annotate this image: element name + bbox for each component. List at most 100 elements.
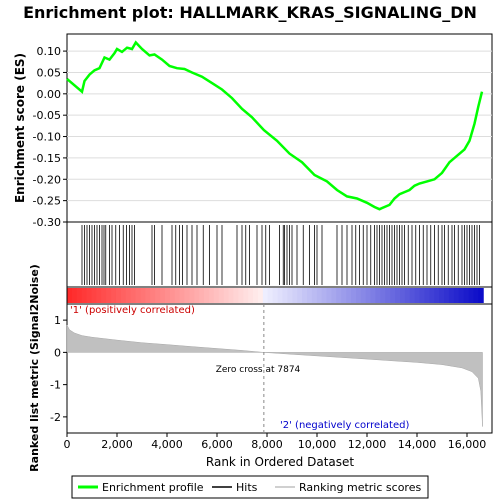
chart-title: Enrichment plot: HALLMARK_KRAS_SIGNALING… — [23, 3, 477, 22]
color-bar-segment — [400, 288, 406, 303]
color-bar-segment — [380, 288, 386, 303]
metric-y-axis-label: Ranked list metric (Signal2Noise) — [28, 264, 41, 472]
color-bar-segment — [174, 288, 181, 303]
color-bar-segment — [385, 288, 391, 303]
es-y-tick-label: -0.20 — [33, 173, 61, 186]
x-axis-label: Rank in Ordered Dataset — [206, 455, 354, 469]
color-bar-segment — [253, 288, 259, 303]
color-bar-segment — [297, 288, 303, 303]
color-bar-segment — [341, 288, 347, 303]
color-bar-segment — [76, 288, 83, 303]
color-bar-segment — [404, 288, 411, 303]
color-bar-segment — [419, 288, 425, 303]
color-bar-segment — [395, 288, 401, 303]
x-tick-label: 14,000 — [398, 438, 437, 451]
metric-y-tick-label: 1 — [54, 314, 61, 327]
color-bar-segment — [91, 288, 97, 303]
x-tick-label: 6,000 — [201, 438, 233, 451]
metric-y-tick-label: -1 — [50, 379, 61, 392]
color-bar-segment — [81, 288, 88, 303]
color-bar-segment — [316, 288, 323, 303]
color-bar-segment — [140, 288, 146, 303]
color-bar-segment — [468, 288, 474, 303]
color-bar-segment — [272, 288, 279, 303]
color-bar-segment — [189, 288, 195, 303]
zero-cross-label: Zero cross at 7874 — [216, 365, 301, 375]
color-bar-segment — [155, 288, 161, 303]
color-bar-segment — [434, 288, 440, 303]
x-tick-label: 4,000 — [151, 438, 183, 451]
es-y-tick-label: 0.00 — [37, 88, 62, 101]
legend-box — [71, 475, 429, 499]
x-tick-label: 2,000 — [101, 438, 133, 451]
color-bar-segment — [223, 288, 230, 303]
color-bar-segment — [194, 288, 200, 303]
metric-y-tick-label: 0 — [54, 346, 61, 359]
es-y-axis-label: Enrichment score (ES) — [13, 53, 27, 203]
enrichment-profile-line — [66, 40, 484, 211]
x-tick-label: 12,000 — [348, 438, 387, 451]
color-bar-segment — [365, 288, 372, 303]
color-bar-segment — [473, 288, 479, 303]
color-bar-segment — [424, 288, 430, 303]
es-y-tick-label: 0.10 — [37, 45, 62, 58]
color-bar-segment — [111, 288, 117, 303]
positive-correlation-label: '1' (positively correlated) — [70, 305, 195, 316]
ranking-metric-area — [66, 324, 483, 427]
color-bar-segment — [355, 288, 362, 303]
color-bar-segment — [160, 288, 166, 303]
color-bar-segment — [370, 288, 377, 303]
color-bar-segment — [360, 288, 367, 303]
color-bar-segment — [336, 288, 342, 303]
color-bar-segment — [130, 288, 137, 303]
x-tick-label: 10,000 — [298, 438, 337, 451]
color-bar-segment — [238, 288, 244, 303]
color-bar-segment — [115, 288, 122, 303]
color-bar-segment — [150, 288, 156, 303]
color-bar-segment — [101, 288, 107, 303]
es-y-axis: 0.10 0.05 0.00 -0.05 -0.10 -0.15 -0.20 -0.25 -0.… — [33, 45, 67, 229]
color-bar-segment — [243, 288, 249, 303]
color-bar-segment — [448, 288, 455, 303]
color-bar-segment — [257, 288, 264, 303]
color-bar-segment — [463, 288, 470, 303]
legend-metric-label: Ranking metric scores — [299, 481, 421, 494]
color-bar-segment — [248, 288, 254, 303]
x-tick-label: 0 — [64, 438, 71, 451]
color-bar-segment — [209, 288, 215, 303]
color-bar-segment — [71, 288, 78, 303]
color-bar-segment — [409, 288, 416, 303]
color-bar-segment — [439, 288, 445, 303]
color-bar-segment — [375, 288, 381, 303]
color-bar-segment — [199, 288, 205, 303]
color-bar-segment — [204, 288, 210, 303]
color-bar-segment — [218, 288, 225, 303]
color-bar-segment — [106, 288, 112, 303]
color-bar-segment — [228, 288, 234, 303]
color-bar-segment — [169, 288, 176, 303]
color-bar-segment — [125, 288, 132, 303]
color-bar-segment — [478, 288, 484, 303]
color-bar-segment — [213, 288, 220, 303]
color-bar-segment — [86, 288, 92, 303]
metric-y-tick-label: -2 — [50, 411, 61, 424]
color-bar-segment — [326, 288, 332, 303]
color-bar-segment — [306, 288, 313, 303]
color-bar-segment — [277, 288, 283, 303]
color-bar-segment — [346, 288, 352, 303]
color-bar-segment — [331, 288, 337, 303]
color-bar-segment — [414, 288, 421, 303]
color-bar-segment — [292, 288, 298, 303]
color-bar-segment — [233, 288, 239, 303]
color-bar-segment — [135, 288, 141, 303]
legend-enrichment-label: Enrichment profile — [102, 481, 204, 494]
es-y-tick-label: -0.25 — [33, 195, 61, 208]
negative-correlation-label: '2' (negatively correlated) — [280, 420, 409, 431]
x-tick-label: 8,000 — [251, 438, 283, 451]
color-bar-segment — [458, 288, 465, 303]
metric-y-axis: 1 0 -1 -2 — [50, 314, 67, 424]
color-bar-segment — [302, 288, 308, 303]
color-bar-segment — [96, 288, 102, 303]
color-bar-segment — [120, 288, 127, 303]
